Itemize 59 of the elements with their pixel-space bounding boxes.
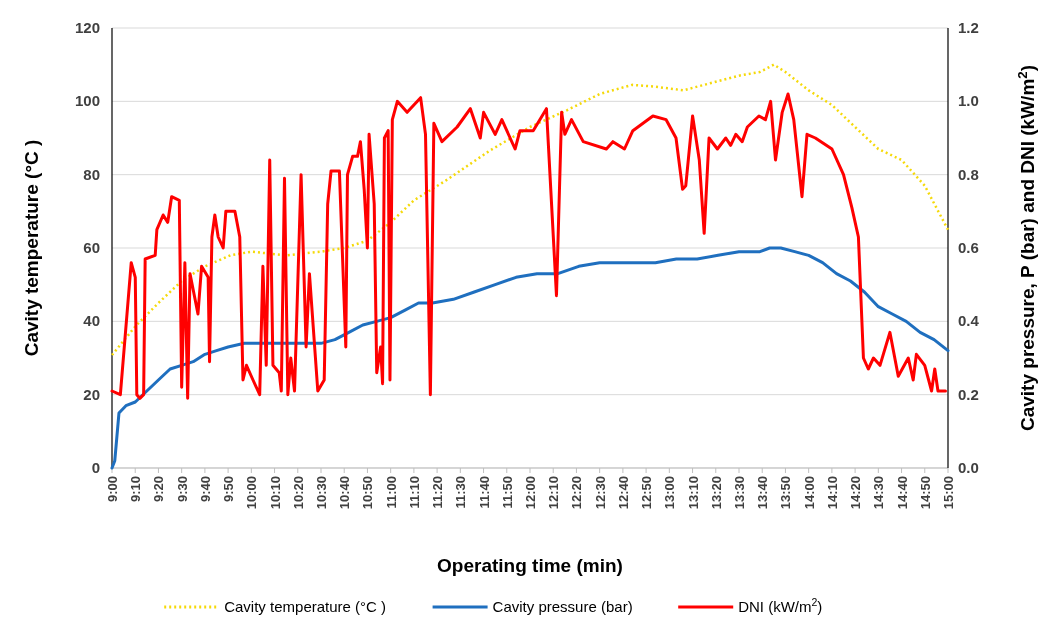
x-tick-label: 10:00 <box>244 476 260 510</box>
x-tick-label: 12:20 <box>569 476 585 510</box>
x-tick-label: 9:00 <box>105 476 120 503</box>
x-tick-label: 12:10 <box>546 476 562 510</box>
x-tick-label: 9:20 <box>151 476 167 503</box>
y2-tick-label: 0.0 <box>958 459 979 476</box>
x-tick-label: 14:40 <box>894 476 910 510</box>
x-tick-label: 12:00 <box>523 476 538 510</box>
x-tick-label: 10:10 <box>267 476 283 510</box>
y-tick-label: 60 <box>83 239 100 256</box>
x-tick-label: 12:30 <box>592 476 608 510</box>
x-tick-label: 11:40 <box>476 476 492 509</box>
x-tick-label: 13:20 <box>708 476 724 510</box>
x-tick-label: 14:50 <box>917 476 933 510</box>
x-tick-label: 13:10 <box>685 476 701 510</box>
x-tick-label: 13:30 <box>732 476 747 510</box>
y2-tick-label: 1.0 <box>958 92 979 110</box>
x-tick-label: 13:50 <box>778 476 794 510</box>
y-tick-label: 0 <box>91 459 100 476</box>
x-tick-label: 11:20 <box>430 476 446 509</box>
y-tick-label: 100 <box>74 92 100 110</box>
y-tick-label: 20 <box>83 385 100 403</box>
y2-tick-label: 0.4 <box>958 312 980 330</box>
x-tick-label: 13:40 <box>755 476 771 510</box>
y2-tick-label: 0.2 <box>958 385 979 403</box>
x-tick-label: 14:10 <box>824 476 840 510</box>
x-tick-label: 14:20 <box>848 476 864 510</box>
x-tick-label: 14:30 <box>871 476 887 510</box>
legend-label: DNI (kW/m$^{2}$) <box>738 596 823 615</box>
y-tick-label: 120 <box>74 19 100 36</box>
x-tick-label: 10:50 <box>360 476 376 510</box>
legend-label: Cavity pressure (bar) <box>492 598 633 615</box>
x-tick-label: 9:50 <box>221 476 237 503</box>
y-tick-label: 40 <box>83 312 100 330</box>
x-axis-title: Operating time (min) <box>437 555 623 576</box>
x-tick-label: 9:10 <box>128 476 144 503</box>
x-tick-label: 10:40 <box>337 476 353 510</box>
x-tick-label: 11:10 <box>406 476 422 509</box>
y2-tick-label: 0.8 <box>958 165 979 183</box>
y-tick-label: 80 <box>83 165 100 183</box>
x-tick-label: 11:50 <box>499 476 515 509</box>
line-series <box>110 63 950 357</box>
y2-tick-label: 0.6 <box>958 239 979 256</box>
y-axis-title: Cavity temperature (°C ) <box>21 139 42 357</box>
y2-tick-label: 1.2 <box>958 19 979 36</box>
line-series <box>110 92 947 400</box>
x-tick-label: 10:20 <box>290 476 306 510</box>
x-tick-label: 15:00 <box>941 476 956 510</box>
x-tick-label: 9:40 <box>197 476 213 503</box>
x-tick-label: 10:30 <box>314 476 329 510</box>
x-tick-label: 12:50 <box>639 476 655 510</box>
x-tick-label: 11:00 <box>383 476 399 509</box>
x-tick-label: 11:30 <box>453 476 469 509</box>
x-tick-label: 14:00 <box>801 476 817 510</box>
line-series <box>110 246 950 470</box>
x-tick-label: 12:40 <box>615 476 631 510</box>
legend-label: Cavity temperature (°C ) <box>224 598 387 615</box>
x-tick-label: 13:00 <box>662 476 678 510</box>
x-tick-label: 9:30 <box>174 476 190 503</box>
